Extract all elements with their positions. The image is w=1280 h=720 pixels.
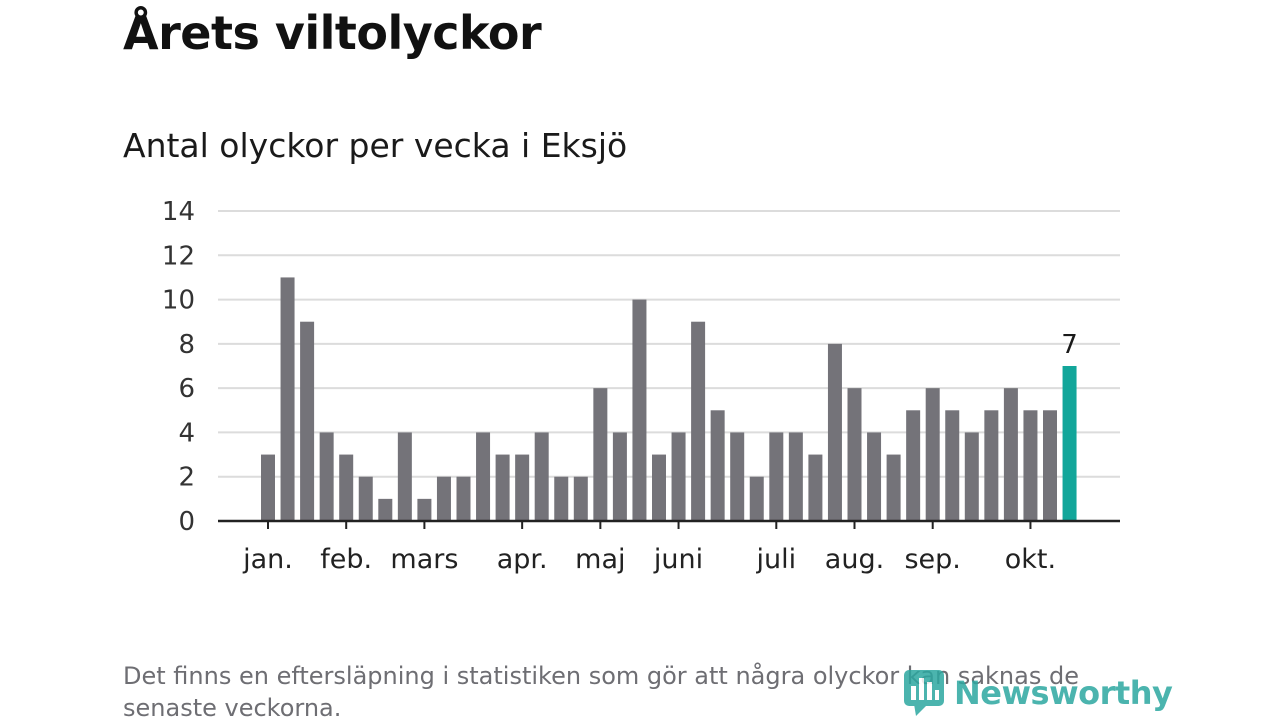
x-axis-ticks: jan. feb. mars apr. maj juni juli aug. sep. okt. — [242, 521, 1056, 575]
chart-bars — [261, 277, 1077, 521]
bar — [1043, 410, 1057, 521]
bar — [261, 454, 275, 521]
bar — [867, 432, 882, 521]
bar — [573, 476, 588, 521]
bar — [906, 410, 921, 521]
y-axis-ticks: 0 2 4 6 8 10 12 14 — [162, 197, 195, 537]
x-tick-label: juli — [755, 544, 796, 575]
bar — [1003, 388, 1018, 521]
y-tick-label: 8 — [178, 330, 195, 360]
y-tick-label: 4 — [178, 418, 195, 448]
x-tick-label: jan. — [242, 544, 293, 575]
bar — [827, 343, 842, 521]
x-tick-label: aug. — [825, 544, 884, 575]
bar — [280, 277, 295, 521]
x-tick-label: juni — [653, 544, 703, 575]
bar — [554, 476, 569, 521]
newsworthy-logo-icon — [904, 670, 944, 716]
x-tick-label: mars — [390, 544, 458, 575]
data-labels: 7 — [1061, 330, 1078, 360]
x-tick-label: apr. — [497, 544, 548, 575]
bar — [964, 432, 979, 521]
bar — [456, 476, 471, 521]
x-tick-label: okt. — [1005, 544, 1056, 575]
bar — [652, 454, 666, 521]
bar — [593, 388, 608, 521]
x-tick-label: feb. — [320, 544, 372, 575]
y-tick-label: 14 — [162, 197, 195, 227]
bar — [984, 410, 999, 521]
bar — [730, 432, 745, 521]
bar — [397, 432, 412, 521]
y-tick-label: 10 — [162, 286, 195, 316]
bar — [339, 454, 354, 521]
newsworthy-logo-text: Newsworthy — [954, 674, 1173, 712]
chart-subtitle: Antal olyckor per vecka i Eksjö — [123, 126, 628, 165]
bar — [847, 388, 862, 521]
y-tick-label: 6 — [178, 374, 195, 404]
bar — [1023, 410, 1038, 521]
bar — [319, 432, 334, 521]
bar — [769, 432, 784, 521]
bar-highlight — [1062, 366, 1077, 521]
bar — [710, 410, 725, 521]
bar — [632, 299, 647, 521]
y-tick-label: 0 — [178, 507, 195, 537]
bar — [515, 454, 530, 521]
bar — [534, 432, 549, 521]
data-label: 7 — [1061, 330, 1078, 360]
chart-title: Årets viltolyckor — [123, 6, 542, 60]
bar — [886, 454, 901, 521]
bar — [476, 432, 491, 521]
bar — [691, 321, 706, 521]
bar — [417, 498, 432, 521]
bar — [378, 498, 393, 521]
bar — [671, 432, 686, 521]
bar — [749, 476, 764, 521]
bar — [925, 388, 940, 521]
bar — [358, 476, 373, 521]
bar — [436, 476, 451, 521]
y-tick-label: 2 — [178, 463, 195, 493]
bar — [300, 321, 315, 521]
bar — [612, 432, 627, 521]
y-tick-label: 12 — [162, 241, 195, 271]
bar — [788, 432, 803, 521]
bar — [808, 454, 823, 521]
newsworthy-logo: Newsworthy — [902, 668, 1173, 718]
x-tick-label: maj — [575, 544, 625, 575]
x-tick-label: sep. — [904, 544, 960, 575]
bar — [495, 454, 510, 521]
bar — [945, 410, 960, 521]
